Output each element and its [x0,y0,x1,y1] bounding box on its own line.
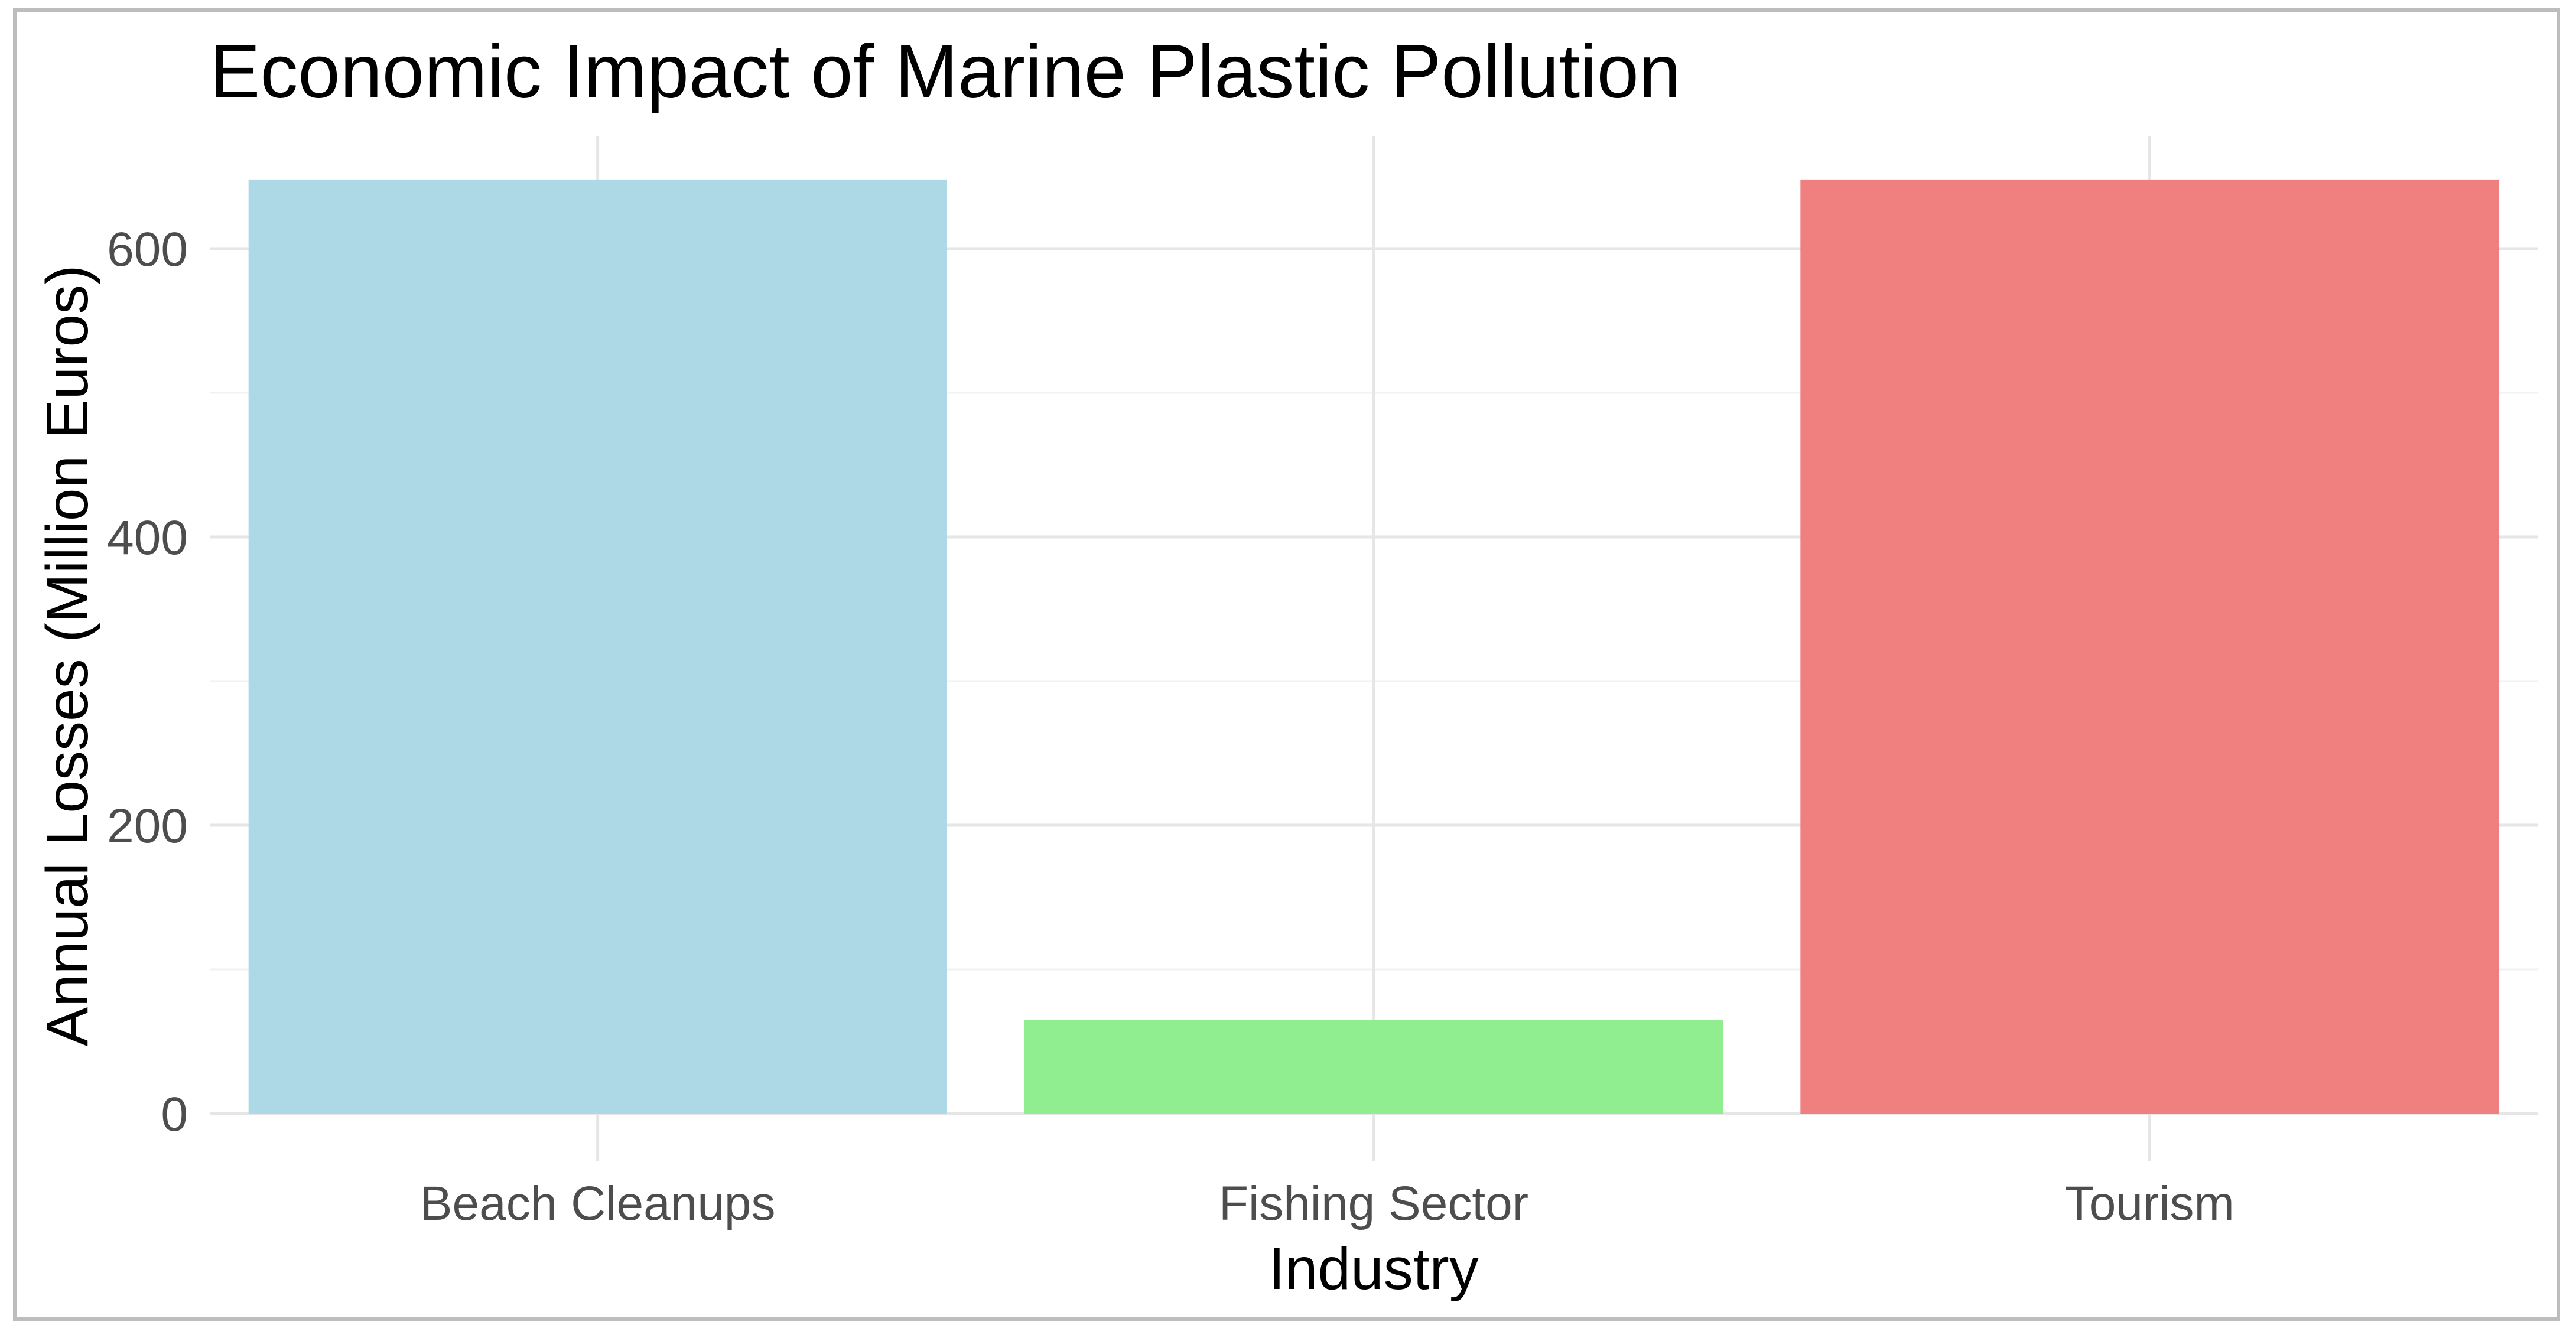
x-tick-labels: Beach Cleanups Fishing Sector Tourism [420,1177,2235,1230]
y-tick-label: 0 [161,1088,188,1141]
y-tick-labels: 0 200 400 600 [107,223,188,1141]
y-tick-label: 400 [107,511,188,565]
x-tick-label: Beach Cleanups [420,1177,776,1230]
bar-fishing-sector [1024,1020,1723,1114]
bar-layer [248,179,2499,1114]
y-tick-label: 600 [107,223,188,276]
bar-beach-cleanups [248,179,947,1114]
x-tick-label: Tourism [2065,1177,2235,1230]
chart-title: Economic Impact of Marine Plastic Pollut… [210,30,1681,114]
y-tick-label: 200 [107,799,188,853]
x-axis-title: Industry [1269,1236,1479,1302]
x-tick-label: Fishing Sector [1219,1177,1528,1230]
bar-tourism [1800,179,2499,1114]
y-axis-title: Annual Losses (Million Euros) [34,265,100,1047]
